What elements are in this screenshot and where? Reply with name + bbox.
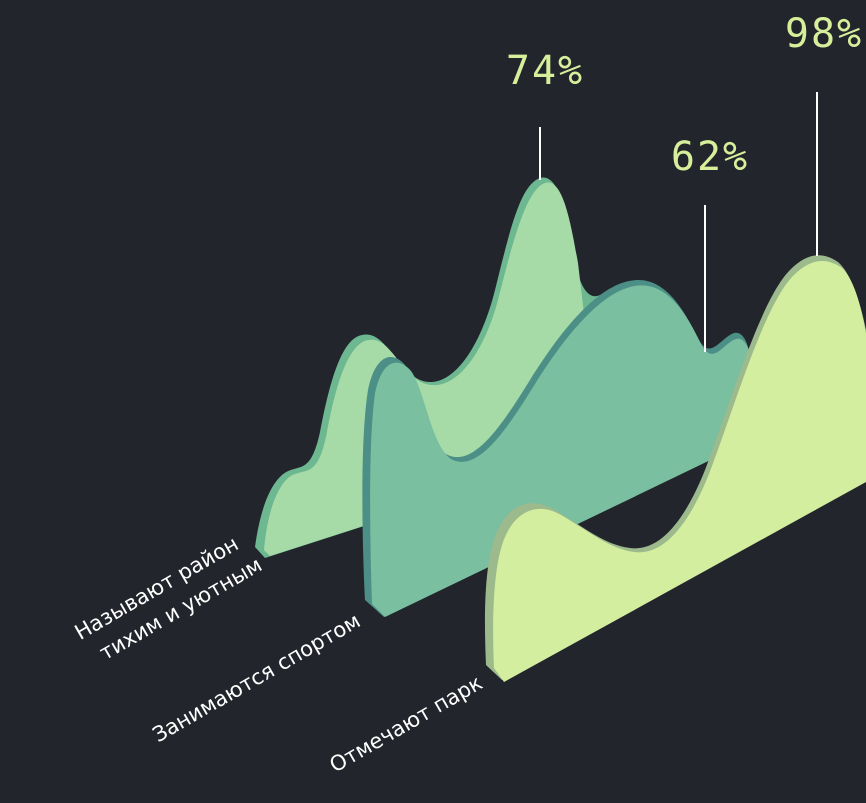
series-3-label-line-1: Отмечают парк xyxy=(326,671,487,778)
series-2-area xyxy=(370,285,752,617)
series-3 xyxy=(484,255,866,682)
series-3-area xyxy=(493,260,866,682)
series-3-value-label: 98% xyxy=(785,11,863,57)
series-1-value-label: 74% xyxy=(506,48,584,94)
series-2-category-label: Занимаются спортом xyxy=(148,609,364,748)
series-2 xyxy=(362,280,752,617)
series-2-value-label: 62% xyxy=(671,134,749,180)
series-3-category-label: Отмечают парк xyxy=(326,671,487,778)
series-1-category-label: Называют район тихим и уютным xyxy=(71,532,267,665)
series-2-label-line-1: Занимаются спортом xyxy=(148,609,364,748)
